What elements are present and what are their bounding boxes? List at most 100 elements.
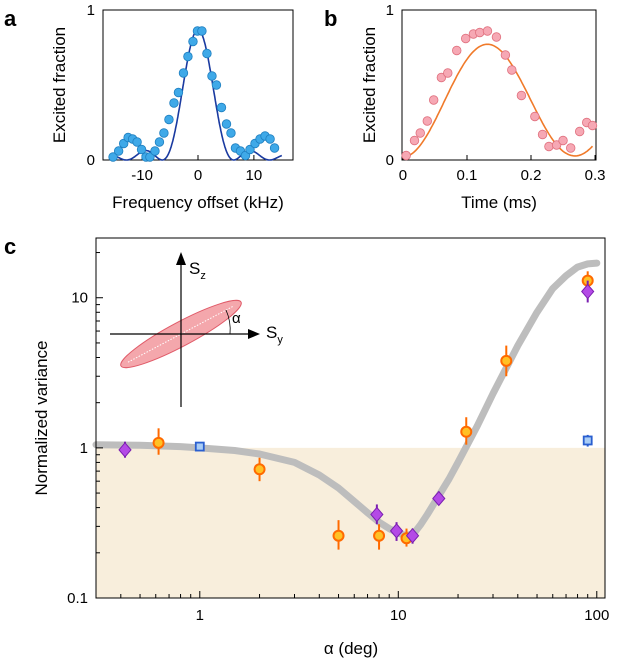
panel-a-data-point bbox=[178, 68, 189, 78]
inset-sy-arrowhead bbox=[248, 329, 260, 339]
diamonds-marker bbox=[405, 527, 420, 544]
panel-a-letter: a bbox=[4, 6, 17, 31]
panel-b-data-point bbox=[401, 150, 411, 161]
panel-a-data-point bbox=[226, 128, 236, 138]
panel-a-data-point bbox=[216, 102, 227, 113]
diamonds-marker bbox=[118, 442, 132, 458]
panel-c-ytick-label: 0.1 bbox=[67, 590, 88, 607]
panel-a-data-point bbox=[145, 152, 155, 162]
panel-b-data-point bbox=[530, 111, 540, 122]
panel-c-letter: c bbox=[4, 234, 16, 259]
diamonds-marker bbox=[432, 490, 446, 507]
panel-a-data-point bbox=[154, 137, 165, 147]
panel-c-xlabel: α (deg) bbox=[324, 639, 378, 658]
panel-b-data-point bbox=[475, 27, 485, 38]
panel-a-data-point bbox=[269, 143, 280, 153]
squares-marker bbox=[194, 441, 205, 452]
panel-a-xtick-label: 0 bbox=[194, 167, 202, 184]
panel-a-data-point bbox=[183, 51, 193, 62]
panel-b-data-point bbox=[443, 68, 453, 78]
panel-b-fit-line bbox=[402, 43, 594, 158]
panel-a-data-point bbox=[202, 48, 212, 59]
panel-a-data-point bbox=[197, 26, 207, 36]
panel-b-xlabel: Time (ms) bbox=[461, 193, 537, 212]
diamonds-marker bbox=[581, 283, 595, 300]
panel-a-data-point bbox=[150, 146, 160, 156]
panel-c: c 1 10 100 0.1 1 10 Sz Sy α α (deg) Normalize… bbox=[4, 234, 609, 658]
panel-b: b 0 0.1 0.2 0.3 0 1 Time (ms) Excited fractio… bbox=[324, 2, 605, 212]
panel-a-data-point bbox=[211, 80, 222, 90]
panel-b-data-point bbox=[574, 126, 585, 137]
panel-a-data-point bbox=[173, 87, 184, 98]
inset-alpha-label: α bbox=[232, 310, 241, 327]
panel-c-ytick-label: 10 bbox=[71, 290, 88, 307]
inset-sz-arrowhead bbox=[176, 252, 186, 265]
panel-b-data-point bbox=[551, 140, 562, 150]
panel-a-data-point bbox=[245, 144, 255, 155]
panel-b-xtick-label: 0.3 bbox=[585, 167, 606, 184]
squeezing-inset: Sz Sy α bbox=[110, 252, 283, 407]
circles-marker bbox=[152, 436, 165, 449]
panel-a-xtick-label: -10 bbox=[131, 167, 153, 184]
panel-a-data-point bbox=[265, 134, 275, 144]
panel-a-data-point bbox=[108, 152, 118, 162]
panel-b-data-point bbox=[516, 90, 527, 101]
panel-b-data-point bbox=[482, 26, 493, 36]
squeezing-region bbox=[96, 447, 605, 598]
panel-c-xtick-label: 1 bbox=[196, 607, 204, 624]
inset-angle-arc bbox=[225, 309, 231, 335]
panel-b-letter: b bbox=[324, 6, 337, 31]
panel-c-xtick-label: 100 bbox=[584, 607, 609, 624]
panel-a-data-point bbox=[132, 137, 142, 147]
panel-b-ytick-label: 1 bbox=[386, 2, 394, 19]
diamonds-marker bbox=[389, 523, 404, 539]
panel-a: a -10 0 10 0 1 Frequency offset (kHz) Excite… bbox=[4, 2, 294, 212]
panel-b-data-point bbox=[422, 116, 432, 126]
panel-a-ylabel: Excited fraction bbox=[50, 27, 69, 143]
panel-b-data-point bbox=[544, 141, 554, 152]
panel-c-ytick-label: 1 bbox=[80, 440, 88, 457]
diamonds-marker bbox=[370, 506, 384, 523]
panel-a-data-point bbox=[159, 128, 169, 138]
inset-sy-label: Sy bbox=[266, 323, 283, 346]
panel-b-data-point bbox=[491, 32, 502, 42]
circles-marker bbox=[332, 529, 345, 542]
panel-a-data-point bbox=[207, 71, 217, 81]
squares-marker bbox=[582, 435, 593, 446]
circles-marker bbox=[460, 425, 473, 438]
panel-b-data-point bbox=[558, 135, 568, 146]
panel-a-ytick-label: 1 bbox=[87, 2, 95, 19]
panel-b-data-point bbox=[415, 128, 425, 138]
panel-b-frame bbox=[401, 9, 597, 161]
panel-a-data-point bbox=[136, 144, 147, 155]
panel-b-data-point bbox=[409, 135, 420, 146]
panel-b-data-point bbox=[500, 50, 511, 60]
panel-b-data-point bbox=[436, 72, 447, 83]
panel-b-data-point bbox=[537, 129, 548, 140]
panel-c-ylabel: Normalized variance bbox=[32, 341, 51, 496]
panel-a-xlabel: Frequency offset (kHz) bbox=[112, 193, 284, 212]
circles-marker bbox=[373, 529, 386, 542]
panel-a-data-point bbox=[188, 36, 198, 47]
panel-b-xtick-label: 0 bbox=[399, 167, 407, 184]
panel-b-xtick-label: 0.1 bbox=[457, 167, 478, 184]
panel-c-frame bbox=[95, 237, 606, 599]
inset-sz-label: Sz bbox=[189, 259, 206, 282]
panel-b-ytick-label: 0 bbox=[386, 152, 394, 169]
panel-b-ylabel: Excited fraction bbox=[360, 27, 379, 143]
panel-b-data-point bbox=[452, 45, 462, 56]
panel-b-data-point bbox=[461, 33, 471, 44]
panel-a-data-point bbox=[169, 98, 179, 108]
panel-a-xtick-label: 10 bbox=[246, 167, 263, 184]
panel-b-xtick-label: 0.2 bbox=[521, 167, 542, 184]
circles-marker bbox=[253, 463, 266, 476]
panel-a-data-point bbox=[221, 119, 232, 129]
panel-b-data-point bbox=[428, 95, 439, 105]
panel-a-ytick-label: 0 bbox=[87, 152, 95, 169]
circles-marker bbox=[500, 354, 513, 367]
panel-a-data-point bbox=[164, 114, 174, 125]
panel-a-data-point bbox=[113, 146, 124, 156]
panel-c-xtick-label: 10 bbox=[390, 607, 407, 624]
panel-b-data-point bbox=[587, 120, 598, 131]
